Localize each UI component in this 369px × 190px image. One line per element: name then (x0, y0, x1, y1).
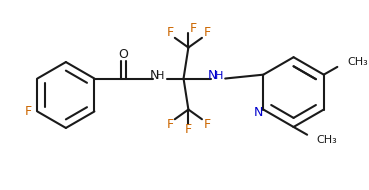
Text: F: F (204, 26, 211, 40)
Text: F: F (190, 22, 197, 35)
Text: N: N (150, 69, 159, 82)
Text: N: N (208, 69, 217, 82)
Text: H: H (156, 71, 165, 81)
Text: O: O (118, 48, 128, 61)
Text: CH₃: CH₃ (347, 57, 368, 67)
Text: F: F (185, 123, 192, 136)
Text: F: F (25, 105, 32, 118)
Text: F: F (166, 26, 173, 40)
Text: CH₃: CH₃ (317, 135, 338, 145)
Text: H: H (215, 71, 224, 81)
Text: F: F (204, 118, 211, 131)
Text: N: N (254, 106, 263, 119)
Text: F: F (166, 118, 173, 131)
